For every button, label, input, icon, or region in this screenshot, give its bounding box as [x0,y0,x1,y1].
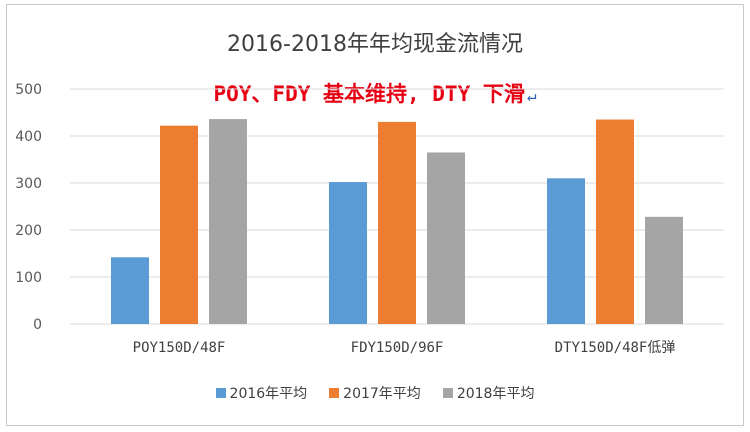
bar-2-1 [160,125,198,324]
legend-swatch [442,388,453,398]
legend-label: 2017年平均 [343,386,421,402]
legend-swatch [215,388,226,398]
bar-1-1 [111,257,149,324]
y-tick-label: 400 [15,129,42,145]
x-tick-label: DTY150D/48F低弹 [555,340,676,356]
y-tick-label: 300 [15,176,42,192]
x-axis-ticks: POY150D/48F FDY150D/96F DTY150D/48F低弹 [133,340,676,356]
bar-1-3 [547,178,585,324]
legend-label: 2016年平均 [229,386,308,402]
legend-label: 2018年平均 [456,386,535,402]
bar-3-2 [427,152,465,324]
legend-item: 2017年平均 [329,383,421,403]
bar-2-3 [596,119,634,324]
bar-2-2 [378,121,416,325]
y-axis-ticks: 0 100 200 300 400 500 [15,82,42,333]
y-tick-label: 0 [33,317,42,333]
return-mark-icon: ↵ [526,86,537,105]
bars [111,119,683,325]
x-tick-label: POY150D/48F [133,340,226,356]
chart-annotation: POY、FDY 基本维持, DTY 下滑 ↵ [0,78,750,108]
y-tick-label: 100 [15,270,42,286]
annotation-text: POY、FDY 基本维持, DTY 下滑 [213,82,525,106]
bar-3-1 [209,119,247,324]
chart-title: 2016-2018年年均现金流情况 [227,32,523,57]
legend-item: 2016年平均 [215,383,308,403]
legend-swatch [329,388,340,398]
x-tick-label: FDY150D/96F [351,340,444,356]
bar-3-3 [645,216,683,324]
y-tick-label: 200 [15,223,42,239]
y-tick-label: 500 [15,82,42,98]
bar-1-2 [329,182,367,324]
legend-item: 2018年平均 [442,383,535,403]
legend: 2016年平均 2017年平均 2018年平均 [0,383,750,403]
